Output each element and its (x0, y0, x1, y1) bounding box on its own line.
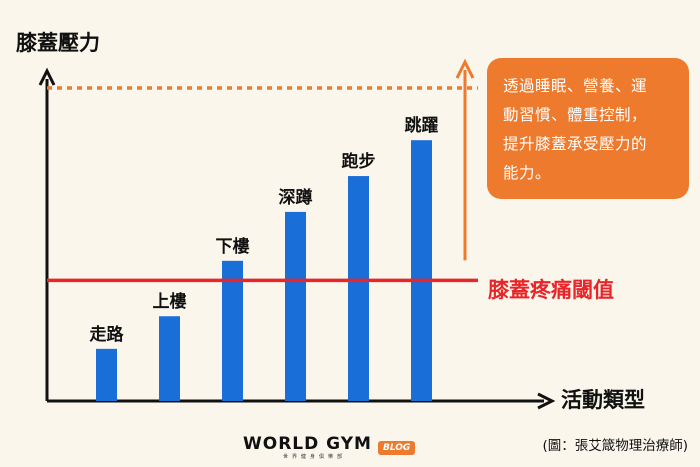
chart-bars (96, 140, 432, 401)
image-source-credit: (圖：張艾箴物理治療師) (542, 438, 688, 454)
threshold-label: 膝蓋疼痛閾值 (488, 278, 614, 302)
y-axis-label: 膝蓋壓力 (16, 31, 100, 55)
bar-label-6: 跳躍 (405, 115, 439, 136)
improvement-arrow-head (455, 58, 475, 79)
bar-label-5: 跑步 (342, 151, 376, 172)
bar-5 (348, 176, 369, 401)
bar-label-1: 走路 (90, 324, 125, 345)
callout-line: 動習慣、體重控制， (503, 106, 648, 124)
bar-2 (159, 316, 180, 401)
bar-label-3: 下樓 (216, 236, 250, 257)
bar-4 (285, 211, 306, 401)
bar-1 (96, 348, 117, 401)
logo-sub-text: 世界健身俱樂部 (283, 454, 347, 460)
chart-threshold-lines (47, 58, 478, 283)
x-axis-label: 活動類型 (561, 388, 645, 412)
chart-bar-labels: 走路 上樓 下樓 深蹲 跑步 跳躍 (90, 115, 439, 345)
logo-main-text: WORLD GYM (243, 434, 372, 454)
blog-badge: BLOG (377, 441, 416, 455)
world-gym-logo: WORLD GYM 世界健身俱樂部 BLOG (243, 434, 416, 460)
callout-line: 提升膝蓋承受壓力的 (503, 135, 648, 153)
improvement-callout: 透過睡眠、營養、運 動習慣、體重控制， 提升膝蓋承受壓力的 能力。 (487, 58, 689, 199)
bar-label-2: 上樓 (153, 291, 187, 312)
callout-line: 透過睡眠、營養、運 (503, 77, 648, 95)
callout-line: 能力。 (503, 164, 552, 182)
bar-3 (222, 260, 243, 401)
bar-6 (411, 140, 432, 401)
bar-label-4: 深蹲 (279, 187, 313, 208)
x-axis-arrow (537, 392, 556, 410)
y-axis-arrow (38, 67, 56, 86)
